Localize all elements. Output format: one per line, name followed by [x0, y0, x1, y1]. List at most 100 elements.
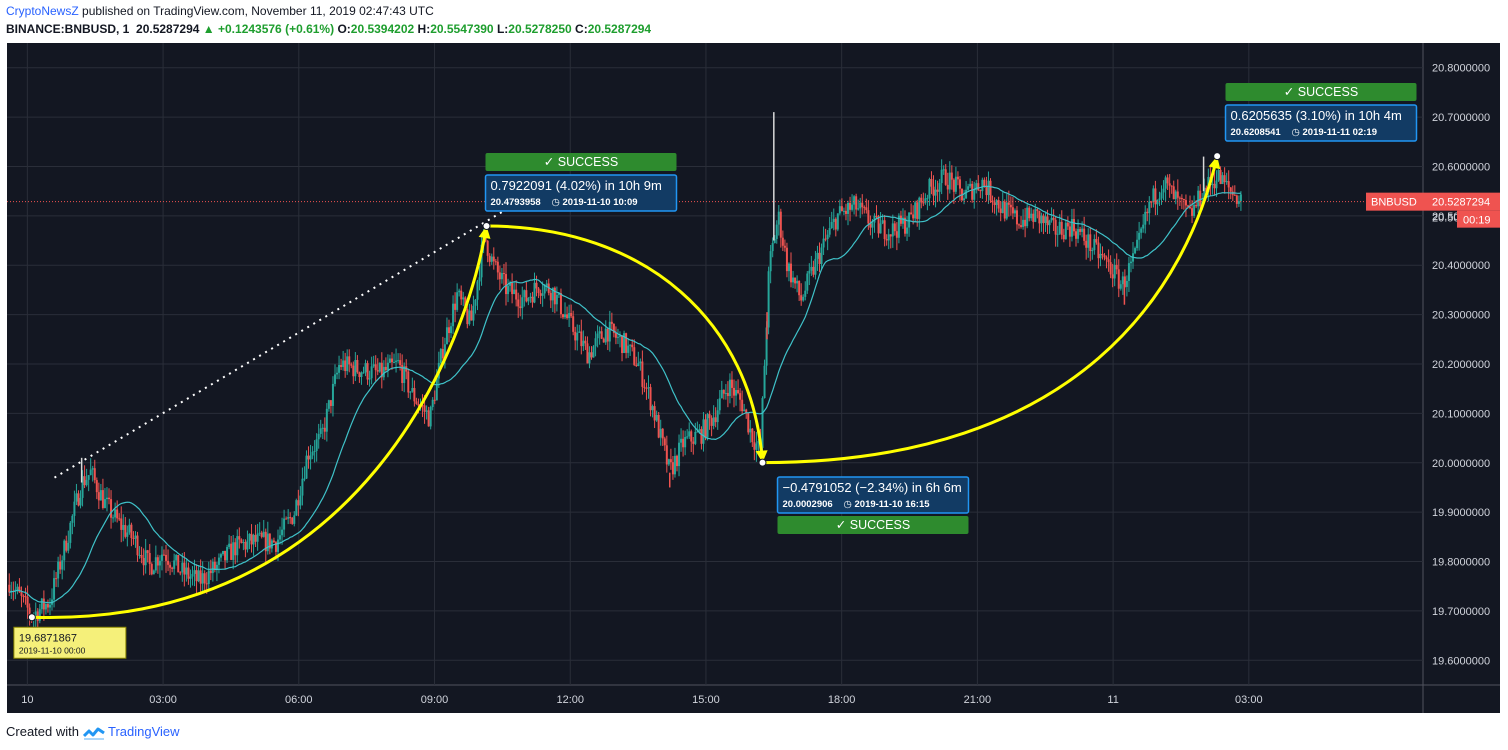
time-axis[interactable]	[7, 685, 1500, 713]
candle	[95, 480, 98, 493]
candle	[305, 455, 308, 479]
candle	[889, 234, 892, 237]
price-chart[interactable]: 20.800000020.700000020.600000020.5000000…	[0, 0, 1508, 715]
candle	[262, 531, 265, 537]
candle	[423, 405, 426, 412]
candle	[388, 358, 391, 363]
candle	[146, 550, 149, 553]
candle	[743, 409, 746, 412]
candle	[1121, 276, 1124, 285]
candle	[354, 359, 357, 377]
candle	[382, 366, 385, 378]
candle	[946, 184, 949, 190]
candle	[1199, 190, 1202, 207]
candle	[551, 287, 554, 301]
anchor-point[interactable]	[1213, 152, 1222, 161]
candle	[1042, 215, 1045, 223]
candle	[81, 476, 84, 498]
candle	[908, 212, 911, 228]
candle	[185, 567, 188, 575]
candle	[1015, 210, 1018, 225]
candle	[904, 217, 907, 234]
move-drop[interactable]: −0.4791052 (−2.34%) in 6h 6m 20.0002906 ◷ 2…	[776, 476, 970, 534]
arc-rise-1[interactable]	[31, 225, 489, 619]
candle	[741, 399, 744, 412]
candle	[714, 417, 717, 423]
candle	[150, 563, 153, 575]
candle	[771, 243, 774, 252]
candle	[590, 352, 593, 358]
candle	[65, 540, 68, 551]
move-rise-2[interactable]: 0.6205635 (3.10%) in 10h 4m 20.6208541 ◷ 20…	[1224, 83, 1418, 142]
move-rise-2-text: 0.6205635 (3.10%) in 10h 4m	[1231, 108, 1402, 123]
candle	[1011, 207, 1014, 214]
candle	[128, 524, 131, 533]
candle	[160, 554, 163, 561]
x-tick-label: 12:00	[556, 694, 584, 706]
candle	[1018, 224, 1021, 226]
candle	[1239, 194, 1242, 202]
candle	[1050, 217, 1053, 221]
candle	[1219, 169, 1222, 185]
candle	[671, 462, 674, 475]
arc-rise-2[interactable]	[762, 155, 1219, 465]
candle	[321, 427, 324, 429]
candle	[1113, 264, 1116, 279]
candle	[747, 413, 750, 433]
author-link[interactable]: CryptoNewsZ	[6, 4, 79, 18]
candle	[303, 478, 306, 480]
candle	[702, 419, 705, 444]
candle	[877, 216, 880, 234]
candle	[370, 366, 373, 379]
candle	[1095, 239, 1098, 243]
candle	[555, 294, 558, 305]
candle	[993, 202, 996, 206]
countdown-text: 00:19	[1463, 215, 1491, 227]
clock-icon: ◷	[844, 499, 853, 510]
move-rise-1[interactable]: 0.7922091 (4.02%) in 10h 9m 20.4793958 ◷ 20…	[484, 153, 678, 212]
candle	[836, 213, 839, 230]
arc-drop[interactable]	[486, 224, 764, 463]
move-drop-box	[776, 476, 970, 514]
candle	[543, 285, 546, 294]
candle	[57, 561, 60, 579]
tradingview-link[interactable]: TradingView	[107, 724, 180, 739]
candle	[1119, 284, 1122, 289]
candle	[207, 570, 210, 584]
candle	[154, 557, 157, 571]
candle	[1166, 177, 1169, 184]
candle	[568, 313, 571, 319]
candle	[665, 445, 668, 465]
candle	[476, 281, 479, 300]
candle	[1026, 207, 1029, 227]
candle	[824, 238, 827, 240]
candle	[258, 532, 261, 534]
candle	[739, 393, 742, 400]
candle	[627, 345, 630, 353]
candle	[948, 172, 951, 190]
candle	[1136, 239, 1139, 249]
anchor-point[interactable]	[482, 222, 491, 231]
candle	[494, 261, 497, 263]
candle	[523, 290, 526, 298]
price-axis[interactable]	[1423, 43, 1500, 685]
candle	[374, 364, 377, 371]
candle	[189, 576, 192, 579]
candle	[1235, 195, 1238, 204]
move-rise-1-time: 2019-11-10 10:09	[563, 197, 638, 208]
candle	[323, 427, 326, 432]
candle	[728, 379, 731, 397]
candle	[1125, 280, 1128, 287]
candle	[138, 554, 141, 556]
last-price: 20.5287294	[136, 22, 200, 36]
candle	[847, 202, 850, 214]
anchor-point[interactable]	[27, 613, 36, 622]
candle	[578, 331, 581, 333]
candle	[657, 414, 660, 438]
candle	[222, 550, 225, 555]
candle	[236, 536, 239, 556]
candle	[1060, 221, 1063, 235]
x-tick-label: 18:00	[828, 694, 856, 706]
candle	[910, 212, 913, 215]
anchor-point[interactable]	[758, 458, 767, 467]
